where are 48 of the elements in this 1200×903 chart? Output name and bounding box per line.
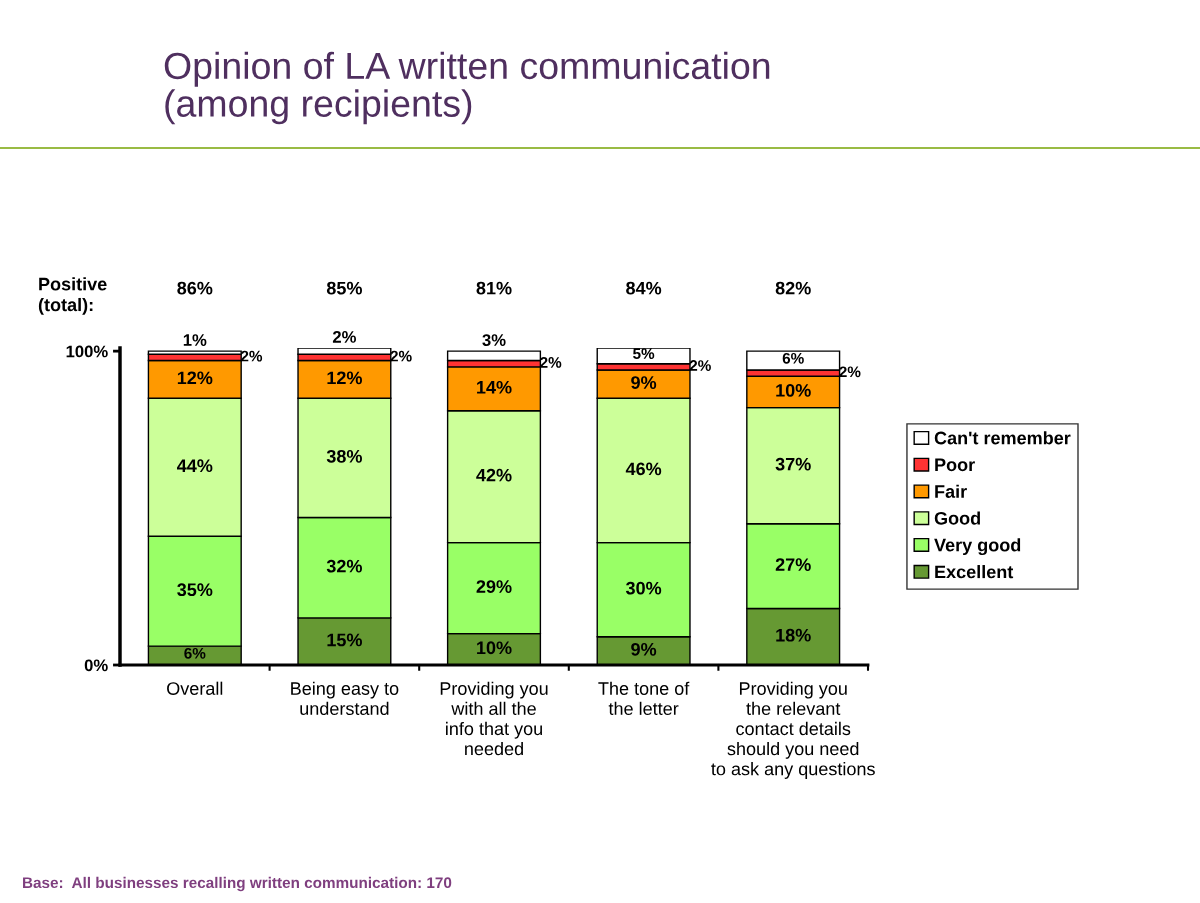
text: Positive (total):	[38, 277, 107, 315]
legend-label: Can't remember	[934, 431, 1071, 445]
data-label: 2%	[332, 331, 357, 343]
data-label: 2%	[839, 366, 861, 378]
data-label: 27%	[775, 558, 811, 571]
data-label: 30%	[625, 581, 662, 595]
text: 85%	[326, 281, 362, 295]
text: 84%	[626, 281, 662, 295]
data-label: 42%	[476, 468, 512, 482]
data-label: 14%	[477, 380, 512, 394]
y-tick-label: 0%	[84, 659, 108, 672]
x-tick-label: Providing you with all the info that you needed	[440, 681, 548, 756]
data-label: 9%	[631, 642, 657, 656]
data-label: 38%	[326, 449, 362, 463]
text: 81%	[476, 281, 512, 295]
data-label: 6%	[184, 647, 206, 659]
data-label: 6%	[782, 352, 804, 364]
text: 86%	[177, 281, 213, 295]
x-tick-label: Providing you the relevant contact details should you need to ask any questions	[711, 681, 875, 779]
y-tick-label: 100%	[66, 345, 108, 358]
data-label: 2%	[540, 356, 562, 368]
data-label: 10%	[776, 384, 811, 397]
data-label: 9%	[631, 376, 657, 389]
x-tick-label: Being easy to understand	[291, 681, 399, 716]
x-tick-label: Overall	[167, 681, 223, 695]
text: 82%	[775, 281, 811, 295]
legend-label: Poor	[935, 458, 975, 472]
data-label: 1%	[183, 334, 207, 346]
data-label: 29%	[476, 580, 512, 593]
data-label: 18%	[776, 628, 811, 642]
legend-label: Very good	[934, 538, 1021, 556]
data-label: 3%	[482, 334, 506, 346]
data-label: 5%	[633, 348, 655, 360]
data-label: 46%	[625, 462, 662, 476]
data-label: 32%	[326, 559, 362, 573]
data-label: 37%	[775, 457, 811, 471]
text: Base: All businesses recalling written communication: 170	[23, 876, 452, 892]
data-label: 12%	[327, 371, 362, 385]
x-tick-label: The tone of the letter	[598, 681, 690, 716]
data-label: 10%	[477, 641, 512, 655]
legend-label: Good	[934, 511, 980, 525]
legend-label: Excellent	[935, 565, 1014, 579]
data-label: 12%	[177, 371, 213, 385]
data-label: 15%	[327, 633, 362, 647]
data-label: 44%	[177, 459, 213, 473]
data-label: 35%	[177, 583, 213, 597]
legend-label: Fair	[935, 484, 967, 498]
chart-title: Opinion of LA written communication (among recipients)	[164, 51, 770, 125]
